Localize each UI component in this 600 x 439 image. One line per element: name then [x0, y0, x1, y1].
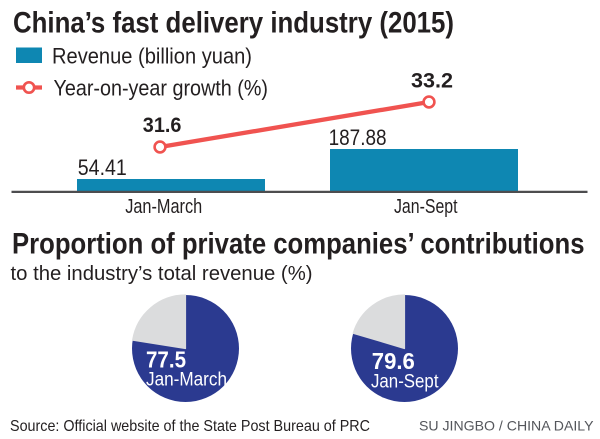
svg-text:Revenue (billion yuan): Revenue (billion yuan) [52, 44, 252, 69]
svg-text:Proportion of private companie: Proportion of private companies’ contrib… [12, 228, 585, 261]
svg-text:31.6: 31.6 [143, 113, 182, 137]
svg-text:SU JINGBO / CHINA DAILY: SU JINGBO / CHINA DAILY [419, 418, 594, 434]
svg-text:Jan-March: Jan-March [146, 369, 227, 390]
svg-text:Year-on-year growth (%): Year-on-year growth (%) [54, 76, 269, 101]
svg-text:Jan-Sept: Jan-Sept [394, 196, 458, 218]
svg-text:Jan-March: Jan-March [125, 196, 202, 218]
svg-text:to the industry’s total revenu: to the industry’s total revenue (%) [11, 263, 313, 285]
svg-text:Source: Official website of th: Source: Official website of the State Po… [10, 418, 370, 435]
svg-text:54.41: 54.41 [78, 155, 127, 180]
svg-text:187.88: 187.88 [329, 125, 387, 150]
svg-text:33.2: 33.2 [411, 69, 453, 93]
svg-text:China’s fast delivery industry: China’s fast delivery industry (2015) [13, 7, 454, 40]
svg-text:Jan-Sept: Jan-Sept [371, 372, 439, 393]
svg-text:79.6: 79.6 [372, 348, 415, 374]
svg-text:77.5: 77.5 [146, 347, 186, 373]
